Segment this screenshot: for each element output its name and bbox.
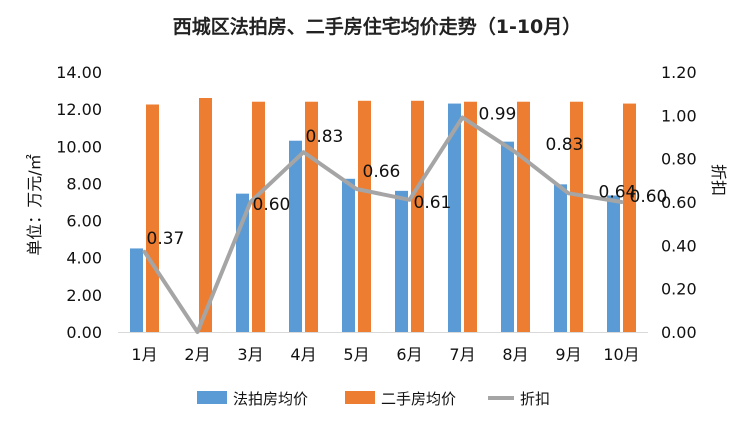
x-tick-label: 3月 [237,345,263,364]
legend-swatch [345,391,375,404]
resale-price-bar [411,100,424,333]
x-tick-label: 10月 [603,345,639,364]
discount-data-label: 0.60 [253,195,291,215]
y2-tick-label: 0.40 [661,236,697,255]
resale-price-bar [570,101,583,332]
discount-data-label: 0.83 [546,135,584,155]
x-tick-label: 5月 [343,345,369,364]
y-tick-label: 0.00 [66,323,102,342]
y2-axis-label: 折扣 [709,164,728,196]
y2-tick-label: 0.00 [661,323,697,342]
legend-label: 二手房均价 [381,390,456,408]
y-tick-label: 10.00 [56,137,102,156]
y2-tick-label: 1.00 [661,106,697,125]
x-tick-label: 7月 [449,345,475,364]
auction-price-bar [607,195,620,332]
x-tick-label: 2月 [184,345,210,364]
bars [118,98,648,333]
discount-data-label: 0.83 [306,127,344,147]
x-tick-label: 8月 [502,345,528,364]
discount-line-layer: 0.370.600.830.660.610.990.830.640.60 [142,105,668,334]
y2-tick-label: 1.20 [661,63,697,82]
y-tick-label: 12.00 [56,100,102,119]
discount-line [142,115,624,334]
resale-price-bar [358,100,371,333]
y-tick-label: 8.00 [66,174,102,193]
y2-tick-label: 0.60 [661,193,697,212]
auction-price-bar [130,248,143,332]
resale-price-bar [199,98,212,332]
auction-price-bar [342,178,355,332]
auction-price-bar [501,141,514,332]
discount-data-label: 0.66 [363,162,401,182]
y2-axis-ticks: 0.00 0.20 0.40 0.60 0.80 1.00 1.20 [661,63,697,342]
x-tick-label: 6月 [396,345,422,364]
y-axis-ticks: 0.00 2.00 4.00 6.00 8.00 10.00 12.00 14.00 [56,63,102,342]
discount-data-label: 0.37 [147,229,185,249]
legend-swatch [197,391,227,404]
resale-price-bar [146,104,159,332]
x-tick-label: 1月 [131,345,157,364]
discount-data-label: 0.99 [479,105,517,125]
resale-price-bar [623,103,636,332]
auction-price-bar [395,190,408,332]
auction-price-bar [289,140,302,332]
x-tick-label: 9月 [555,345,581,364]
y-tick-label: 4.00 [66,249,102,268]
y-tick-label: 6.00 [66,212,102,231]
y2-tick-label: 0.20 [661,280,697,299]
auction-price-bar [554,184,567,332]
x-axis-ticks: 1月 2月 3月 4月 5月 6月 7月 8月 9月 10月 [131,345,639,364]
legend-label: 法拍房均价 [233,390,308,408]
y-axis-label: 单位：万元/㎡ [25,154,44,255]
legend-label: 折扣 [520,390,550,408]
y-tick-label: 2.00 [66,286,102,305]
resale-price-bar [517,101,530,332]
y-tick-label: 14.00 [56,63,102,82]
discount-data-label: 0.60 [630,187,668,207]
resale-price-bar [464,101,477,332]
y2-tick-label: 0.80 [661,150,697,169]
auction-price-bar [448,103,461,332]
resale-price-bar [252,101,265,332]
discount-data-label: 0.61 [414,193,452,213]
legend: 法拍房均价 二手房均价 折扣 [197,390,550,408]
x-tick-label: 4月 [290,345,316,364]
chart-title: 西城区法拍房、二手房住宅均价走势（1-10月） [173,15,582,38]
discount-data-label: 0.64 [599,182,637,202]
